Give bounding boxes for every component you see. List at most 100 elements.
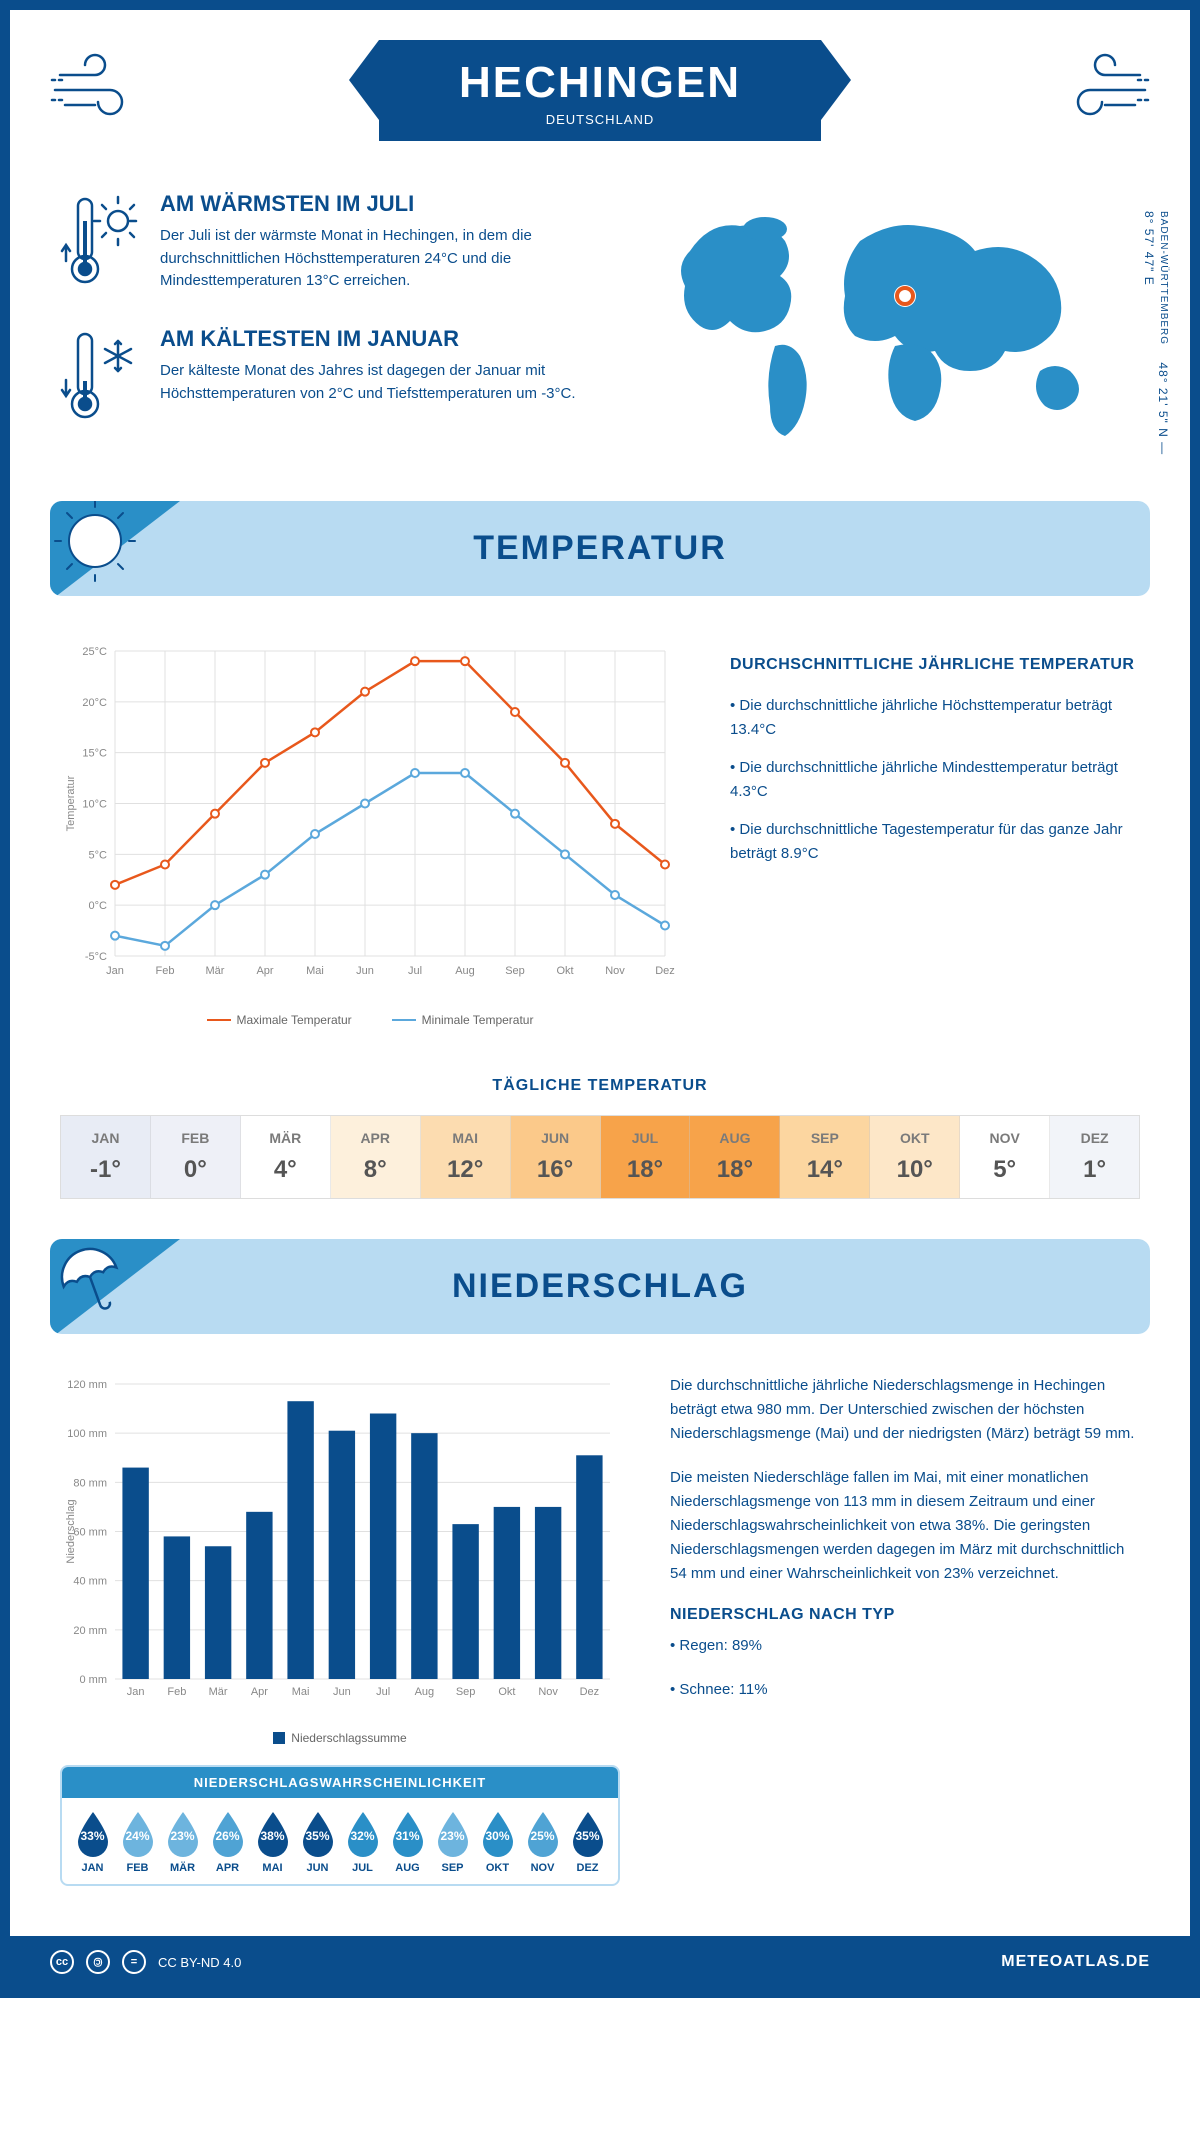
precip-right: Die durchschnittliche jährliche Niedersc…	[670, 1374, 1140, 1886]
prob-cell: 30%OKT	[475, 1810, 520, 1874]
daily-cell: MÄR4°	[241, 1116, 331, 1198]
precip-p2: Die meisten Niederschläge fallen im Mai,…	[670, 1466, 1140, 1586]
precip-section-header: NIEDERSCHLAG	[50, 1239, 1150, 1334]
svg-text:Sep: Sep	[505, 965, 525, 977]
prob-cell: 23%SEP	[430, 1810, 475, 1874]
prob-cell: 38%MAI	[250, 1810, 295, 1874]
svg-text:Feb: Feb	[156, 965, 175, 977]
thermometer-cold-icon	[60, 326, 140, 431]
temp-bullet-3: • Die durchschnittliche Tagestemperatur …	[730, 818, 1140, 866]
svg-text:Apr: Apr	[251, 1686, 268, 1698]
daily-cell: JUL18°	[601, 1116, 691, 1198]
warmest-desc: Der Juli ist der wärmste Monat in Hechin…	[160, 225, 620, 293]
svg-text:0 mm: 0 mm	[80, 1674, 108, 1686]
daily-temp-grid: JAN-1°FEB0°MÄR4°APR8°MAI12°JUN16°JUL18°A…	[60, 1115, 1140, 1199]
sun-corner-icon	[50, 501, 180, 596]
svg-text:15°C: 15°C	[82, 748, 107, 760]
temp-bullet-1: • Die durchschnittliche jährliche Höchst…	[730, 694, 1140, 742]
prob-cell: 24%FEB	[115, 1810, 160, 1874]
svg-text:Jan: Jan	[127, 1686, 145, 1698]
svg-text:Mär: Mär	[206, 965, 225, 977]
daily-cell: AUG18°	[690, 1116, 780, 1198]
svg-text:Dez: Dez	[580, 1686, 600, 1698]
infographic-page: HECHINGEN DEUTSCHLAND AM WÄRMSTEN IM JUL…	[0, 0, 1200, 1998]
svg-text:Aug: Aug	[415, 1686, 435, 1698]
coldest-block: AM KÄLTESTEN IM JANUAR Der kälteste Mona…	[60, 326, 620, 431]
intro-section: AM WÄRMSTEN IM JULI Der Juli ist der wär…	[10, 161, 1190, 501]
lat-label: 48° 21' 5" N	[1156, 362, 1170, 437]
svg-text:0°C: 0°C	[89, 900, 108, 912]
svg-text:Feb: Feb	[167, 1686, 186, 1698]
svg-text:20 mm: 20 mm	[73, 1625, 107, 1637]
temp-bullet-2: • Die durchschnittliche jährliche Mindes…	[730, 756, 1140, 804]
temp-chart: -5°C0°C5°C10°C15°C20°C25°CJanFebMärAprMa…	[60, 636, 680, 1027]
daily-cell: DEZ1°	[1050, 1116, 1139, 1198]
svg-text:20°C: 20°C	[82, 697, 107, 709]
svg-text:Jan: Jan	[106, 965, 124, 977]
by-icon: 🄯	[86, 1950, 110, 1974]
thermometer-hot-icon	[60, 191, 140, 296]
intro-left: AM WÄRMSTEN IM JULI Der Juli ist der wär…	[60, 191, 620, 461]
prob-cell: 23%MÄR	[160, 1810, 205, 1874]
temp-info-title: DURCHSCHNITTLICHE JÄHRLICHE TEMPERATUR	[730, 656, 1140, 674]
legend-max: Maximale Temperatur	[207, 1013, 352, 1027]
daily-cell: SEP14°	[780, 1116, 870, 1198]
title-banner: HECHINGEN DEUTSCHLAND	[379, 40, 821, 141]
coldest-desc: Der kälteste Monat des Jahres ist dagege…	[160, 360, 620, 405]
location-marker	[894, 285, 916, 307]
svg-text:Apr: Apr	[256, 965, 273, 977]
prob-cell: 35%JUN	[295, 1810, 340, 1874]
precip-type-title: NIEDERSCHLAG NACH TYP	[670, 1606, 1140, 1624]
umbrella-corner-icon	[50, 1239, 180, 1334]
temp-legend: Maximale Temperatur Minimale Temperatur	[60, 1013, 680, 1027]
coldest-text: AM KÄLTESTEN IM JANUAR Der kälteste Mona…	[160, 326, 620, 431]
svg-text:Nov: Nov	[605, 965, 625, 977]
svg-text:Okt: Okt	[498, 1686, 515, 1698]
footer: cc 🄯 = CC BY-ND 4.0 METEOATLAS.DE	[10, 1936, 1190, 1988]
daily-cell: JAN-1°	[61, 1116, 151, 1198]
prob-cell: 33%JAN	[70, 1810, 115, 1874]
daily-cell: APR8°	[331, 1116, 421, 1198]
svg-text:Mai: Mai	[292, 1686, 310, 1698]
prob-title: NIEDERSCHLAGSWAHRSCHEINLICHKEIT	[62, 1767, 618, 1798]
svg-text:Temperatur: Temperatur	[65, 775, 77, 831]
svg-text:Nov: Nov	[538, 1686, 558, 1698]
svg-text:40 mm: 40 mm	[73, 1576, 107, 1588]
daily-cell: JUN16°	[511, 1116, 601, 1198]
svg-text:Sep: Sep	[456, 1686, 476, 1698]
svg-text:80 mm: 80 mm	[73, 1477, 107, 1489]
svg-text:Jul: Jul	[376, 1686, 390, 1698]
coordinates: BADEN-WÜRTTEMBERG 48° 21' 5" N — 8° 57' …	[1142, 211, 1170, 461]
region-label: BADEN-WÜRTTEMBERG	[1158, 211, 1169, 345]
license-text: CC BY-ND 4.0	[158, 1955, 241, 1970]
warmest-title: AM WÄRMSTEN IM JULI	[160, 191, 620, 217]
precip-title: NIEDERSCHLAG	[90, 1267, 1110, 1306]
svg-text:Jul: Jul	[408, 965, 422, 977]
country-name: DEUTSCHLAND	[459, 112, 741, 127]
legend-precip: Niederschlagssumme	[273, 1731, 406, 1745]
daily-title: TÄGLICHE TEMPERATUR	[10, 1077, 1190, 1095]
svg-text:-5°C: -5°C	[85, 951, 107, 963]
world-map: BADEN-WÜRTTEMBERG 48° 21' 5" N — 8° 57' …	[660, 191, 1140, 461]
svg-text:Mär: Mär	[209, 1686, 228, 1698]
svg-text:10°C: 10°C	[82, 799, 107, 811]
precip-left: 0 mm20 mm40 mm60 mm80 mm100 mm120 mmJanF…	[60, 1374, 620, 1886]
footer-left: cc 🄯 = CC BY-ND 4.0	[50, 1950, 241, 1974]
precip-p1: Die durchschnittliche jährliche Niedersc…	[670, 1374, 1140, 1446]
warmest-block: AM WÄRMSTEN IM JULI Der Juli ist der wär…	[60, 191, 620, 296]
site-name: METEOATLAS.DE	[1001, 1953, 1150, 1971]
city-name: HECHINGEN	[459, 58, 741, 108]
prob-cell: 25%NOV	[520, 1810, 565, 1874]
svg-text:100 mm: 100 mm	[67, 1428, 107, 1440]
svg-text:Jun: Jun	[356, 965, 374, 977]
prob-cell: 26%APR	[205, 1810, 250, 1874]
header: HECHINGEN DEUTSCHLAND	[10, 10, 1190, 161]
prob-cell: 31%AUG	[385, 1810, 430, 1874]
svg-text:25°C: 25°C	[82, 646, 107, 658]
world-map-svg	[660, 191, 1140, 451]
temp-section-header: TEMPERATUR	[50, 501, 1150, 596]
daily-cell: FEB0°	[151, 1116, 241, 1198]
daily-cell: OKT10°	[870, 1116, 960, 1198]
precip-rain: • Regen: 89%	[670, 1634, 1140, 1658]
prob-row: 33%JAN24%FEB23%MÄR26%APR38%MAI35%JUN32%J…	[62, 1798, 618, 1884]
